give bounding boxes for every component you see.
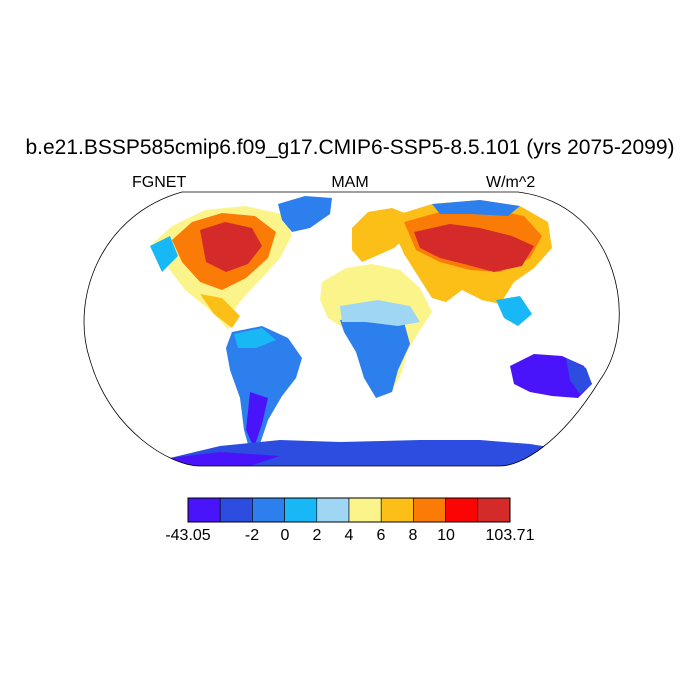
south-america-landmass [226,326,302,452]
colorbar-swatch [413,497,446,523]
globe-outline [83,191,620,467]
south-america-north [234,328,276,348]
antarctica-landmass [170,440,600,466]
colorbar-labels: -43.05 -2 0 2 4 6 8 10 103.71 [0,527,700,547]
colorbar [187,497,511,523]
africa-central [340,300,420,326]
map-title: b.e21.BSSP585cmip6.f09_g17.CMIP6-SSP5-8.… [25,136,675,159]
colorbar-label: -2 [244,527,260,544]
southeast-asia [496,296,532,326]
greenland [278,196,332,232]
mexico-region [200,294,240,328]
variable-label: FGNET [132,174,187,191]
map-fill [150,196,600,466]
colorbar-label: -43.05 [165,527,211,544]
units-label: W/m^2 [486,174,536,191]
colorbar-swatch [445,497,479,523]
colorbar-swatch [187,497,221,523]
colorbar-label: 8 [408,527,418,544]
colorbar-swatch [380,497,414,523]
alaska-cool-region [150,236,178,272]
south-america-tip [246,392,268,448]
colorbar-label: 103.71 [485,527,535,544]
colorbar-frame [187,497,511,523]
colorbar-label: 0 [280,527,290,544]
siberia-cool-region [432,200,520,216]
colorbar-swatch [284,497,318,523]
colorbar-swatch [348,497,382,523]
north-america-hottest-region [200,222,262,272]
australia-east [566,358,592,394]
colorbar-label: 6 [376,527,386,544]
colorbar-swatch [219,497,253,523]
colorbar-swatch [252,497,285,523]
colorbar-label: 4 [344,527,354,544]
season-label: MAM [331,174,369,191]
colorbar-label: 10 [437,527,455,544]
africa-south [340,316,410,398]
colorbar-swatch [316,497,350,523]
antarctica-west [170,452,280,466]
colorbar-swatch [477,497,511,523]
colorbar-label: 2 [312,527,322,544]
asia-hottest-region [414,224,534,272]
europe-landmass [352,208,412,262]
